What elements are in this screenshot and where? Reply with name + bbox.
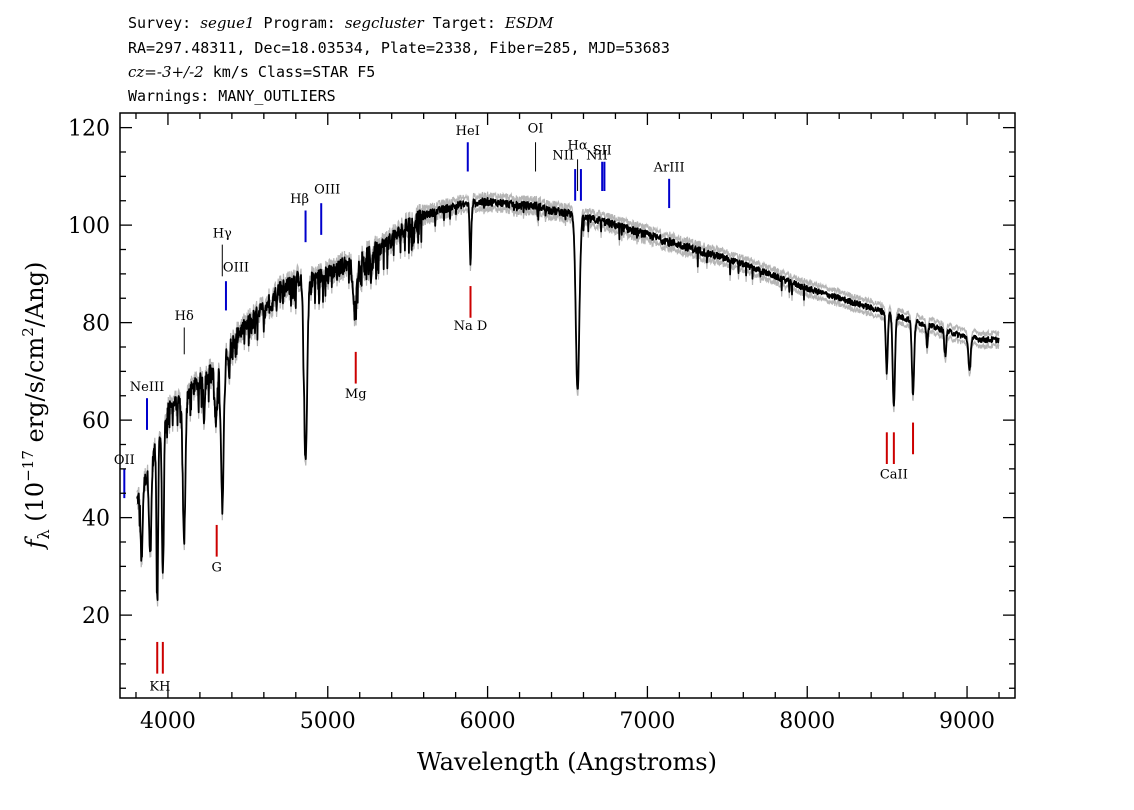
line-marker-label: OIII: [223, 260, 249, 275]
flux-error-upper: [136, 191, 1000, 594]
y-axis-label-part: /Ang): [21, 262, 49, 328]
y-axis-label-part: −17: [19, 450, 37, 482]
x-axis-ticks: 4000 5000 6000 7000 8000 9000: [135, 113, 1000, 734]
header-segment: segcluster: [345, 14, 425, 32]
y-tick-label: 120: [68, 117, 110, 142]
line-marker-label: Mg: [345, 387, 367, 402]
header: Survey: segue1 Program: segcluster Targe…: [128, 14, 670, 105]
line-marker-label: Hδ: [175, 309, 194, 324]
line-marker-label: OIII: [314, 182, 340, 197]
flux-error-lower: [136, 204, 1000, 607]
line-marker-label: G: [211, 560, 221, 575]
y-axis-ticks: 20 40 60 80 100 120: [68, 117, 1015, 689]
header-segment: segue1: [200, 14, 254, 32]
y-axis-label-part: λ: [34, 529, 53, 539]
y-axis-label-part: erg/s/cm: [21, 337, 49, 451]
line-marker-label: NeIII: [130, 380, 164, 395]
header-segment: Survey:: [128, 14, 200, 32]
header-segment: Program:: [255, 14, 345, 32]
x-axis-label: Wavelength (Angstroms): [417, 748, 717, 776]
y-axis-label: fλ (10−17 erg/s/cm2/Ang): [19, 262, 53, 551]
y-axis-label-part: 2: [19, 327, 37, 337]
x-tick-label: 6000: [460, 709, 516, 734]
flux-line: [136, 197, 1000, 601]
plot-frame: [119, 112, 1016, 699]
y-tick-label: 40: [82, 507, 110, 532]
header-coordinates-line: RA=297.48311, Dec=18.03534, Plate=2338, …: [128, 39, 670, 57]
header-warnings-line: Warnings: MANY_OUTLIERS: [128, 87, 336, 105]
line-marker-label: KH: [149, 680, 170, 695]
y-tick-label: 100: [68, 214, 110, 239]
flux-spectrum: [136, 197, 1000, 601]
x-tick-label: 8000: [779, 709, 835, 734]
line-marker-label: HeI: [456, 124, 480, 139]
header-segment: cz=-3+/-2: [128, 63, 204, 81]
line-marker-label: Hα: [568, 139, 588, 154]
line-marker-label: Hβ: [290, 192, 309, 207]
y-tick-label: 60: [82, 409, 110, 434]
y-tick-label: 80: [82, 312, 110, 337]
line-marker-label: NII: [586, 148, 608, 163]
flux-error-band: [136, 191, 1000, 607]
header-segment: ESDM: [504, 14, 554, 32]
y-tick-label: 20: [82, 604, 110, 629]
line-marker-label: ArIII: [653, 161, 685, 176]
line-marker-label: Na D: [454, 319, 488, 334]
x-tick-label: 7000: [619, 709, 675, 734]
x-tick-label: 4000: [140, 709, 196, 734]
line-marker-label: CaII: [880, 468, 908, 483]
line-marker-label: Hγ: [213, 226, 232, 241]
line-marker-label: NII: [552, 148, 574, 163]
x-tick-label: 9000: [939, 709, 995, 734]
header-segment: Target:: [424, 14, 505, 32]
line-marker-label: OI: [528, 122, 544, 137]
header-survey-line: Survey: segue1 Program: segcluster Targe…: [128, 14, 554, 32]
header-redshift-class-line: cz=-3+/-2 km/s Class=STAR F5: [128, 63, 375, 81]
y-axis-label-part: (10: [21, 482, 49, 530]
x-tick-label: 5000: [300, 709, 356, 734]
line-marker-label: SII: [593, 143, 612, 158]
header-segment: km/s Class=STAR F5: [204, 63, 376, 81]
line-marker-label: OII: [114, 453, 135, 468]
